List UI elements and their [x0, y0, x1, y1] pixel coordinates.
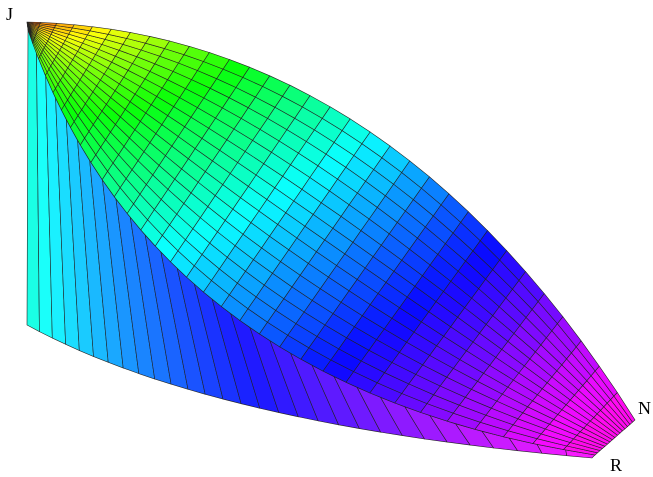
corner-label: R [610, 455, 622, 475]
front-wall [26, 29, 596, 459]
surface-mesh [26, 21, 636, 456]
corner-label: N [638, 398, 651, 418]
mesh-cell [613, 392, 636, 423]
corner-label: J [6, 4, 13, 24]
